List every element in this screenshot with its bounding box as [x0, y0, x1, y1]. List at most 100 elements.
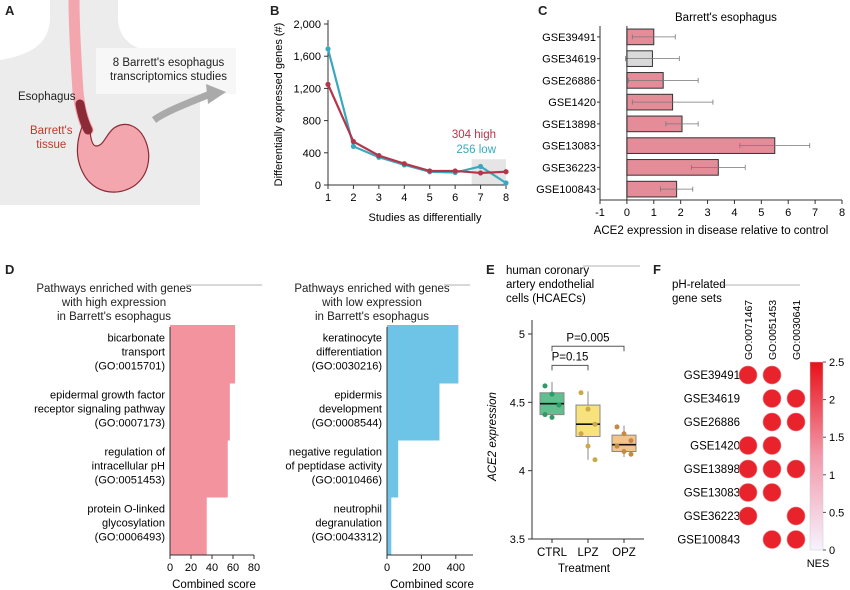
- title-line1: human coronary: [506, 265, 589, 277]
- category-label: bicarbonate: [108, 333, 166, 345]
- category-label: (GO:0015701): [95, 361, 165, 373]
- category-label: GSE13083: [542, 141, 596, 153]
- category-label: (GO:0043312): [312, 532, 382, 544]
- nes-dot: [738, 459, 758, 479]
- arrow-head-icon: [206, 84, 226, 104]
- column-label: GO:0030641: [791, 300, 803, 360]
- bar: [170, 494, 207, 555]
- data-point: [401, 161, 407, 167]
- data-point: [614, 443, 620, 449]
- title-line2: artery endothelial: [506, 279, 594, 291]
- category-label: (GO:0006493): [95, 532, 165, 544]
- x-tick-label: 0: [384, 562, 390, 574]
- colorbar-tick-label: 2: [829, 395, 835, 407]
- row-label: GSE39491: [684, 370, 740, 382]
- nes-dot: [786, 459, 806, 479]
- colorbar-tick-label: 0.5: [829, 507, 844, 519]
- legend-high: 304 high: [452, 129, 496, 141]
- data-point: [325, 81, 331, 87]
- stomach: [76, 120, 150, 193]
- data-point: [592, 421, 598, 427]
- colorbar-tick-label: 1.5: [829, 432, 844, 444]
- x-tick-label: 1: [651, 207, 657, 219]
- x-tick-label: 0: [167, 562, 173, 574]
- body-silhouette: [0, 0, 200, 205]
- x-tick-label: 5: [427, 192, 433, 204]
- bar: [387, 437, 399, 498]
- category-label: GSE13898: [542, 119, 596, 131]
- category-label: negative regulation: [289, 447, 382, 459]
- category-label: of peptidase activity: [285, 461, 382, 473]
- y-tick-label: 800: [303, 116, 321, 128]
- row-label: GSE100843: [677, 535, 740, 547]
- d-left-title: Pathways enriched with genes with high e…: [14, 282, 214, 324]
- study-box-line1: 8 Barrett's esophagus: [112, 57, 225, 69]
- category-label: epidermis: [334, 390, 382, 402]
- data-point: [350, 143, 357, 149]
- x-tick-label: 5: [758, 207, 764, 219]
- y-axis-label: Differentially expressed genes (#): [273, 23, 285, 187]
- tissue-label-line1: Barrett's: [30, 125, 73, 137]
- nes-dot: [762, 365, 782, 385]
- nes-dot: [762, 459, 782, 479]
- y-tick-label: 2,000: [293, 19, 321, 31]
- y-tick-label: 4: [519, 466, 525, 478]
- x-tick-label: 4: [731, 207, 737, 219]
- d-left-title-line2: with high expression: [61, 297, 167, 309]
- nes-dot: [738, 483, 758, 502]
- x-tick-label: 1: [325, 192, 331, 204]
- barretts-tissue-mark: [75, 99, 93, 135]
- y-tick-label: 1,600: [293, 51, 321, 63]
- category-label: protein O-linked: [87, 504, 165, 516]
- title-line1: pH-related: [672, 279, 726, 291]
- panel-c-label: C: [538, 3, 548, 18]
- data-point: [585, 443, 591, 449]
- nes-dot: [762, 412, 782, 432]
- box: [575, 404, 601, 437]
- colorbar: [809, 361, 824, 551]
- data-point: [452, 168, 458, 174]
- x-tick-label: 2: [678, 207, 684, 219]
- heatmap-f: pH-related gene sets GO:0071467 GO:0051453 G…: [672, 279, 844, 570]
- x-tick-label: 200: [412, 562, 430, 574]
- y-tick-label: 400: [303, 148, 321, 160]
- category-label: (GO:0030216): [312, 361, 382, 373]
- category-label: (GO:0007173): [95, 418, 165, 430]
- category-label: GSE34619: [542, 54, 596, 66]
- x-axis-label-line1: ACE2 expression in disease relative to c…: [594, 225, 829, 237]
- x-tick-label: 3: [376, 192, 382, 204]
- x-axis-label-line1: Studies as differentially: [369, 212, 482, 224]
- anatomy-illustration: [0, 0, 236, 205]
- category-label: GSE39491: [542, 32, 596, 44]
- bar-chart-c: Barrett's esophagus GSE39491 GSE34619 GSE26…: [536, 12, 845, 237]
- x-tick-label: 2: [350, 192, 356, 204]
- line-chart-b: 0 400 800 1,200 1,600 2,000 1 2 3 4 5 6 7 8 Differenti…: [273, 19, 509, 224]
- nes-dot: [762, 436, 782, 455]
- x-tick-label: 7: [478, 192, 484, 204]
- data-point: [592, 457, 598, 463]
- data-point: [614, 424, 620, 430]
- category-label: glycosylation: [102, 518, 165, 530]
- row-label: GSE26886: [684, 417, 740, 429]
- series-line: [326, 83, 507, 175]
- colorbar-tick-label: 0: [829, 545, 835, 557]
- x-tick-label: 60: [227, 562, 239, 574]
- bar-chart-d-low: keratinocyte differentiation (GO:0030216) e…: [285, 325, 474, 590]
- row-label: GSE36223: [684, 511, 740, 523]
- bar: [170, 325, 236, 384]
- d-right-title-line1: Pathways enriched with genes: [294, 283, 450, 295]
- colorbar-tick-label: 2.5: [829, 357, 844, 369]
- category-label: epidermal growth factor: [50, 390, 165, 402]
- arrow-icon: [151, 90, 212, 123]
- data-point: [578, 390, 584, 396]
- y-tick-label: 1,200: [293, 83, 321, 95]
- panel-e-label: E: [486, 262, 495, 277]
- data-point: [621, 431, 627, 437]
- bar: [387, 380, 440, 441]
- study-box-line2: transcriptomics studies: [110, 71, 227, 83]
- y-tick-label: 0: [315, 180, 321, 192]
- nes-dot: [786, 389, 806, 408]
- nes-dot: [786, 506, 806, 526]
- y-axis-label: ACE2 expression: [487, 392, 499, 482]
- row-label: GSE34619: [684, 394, 740, 406]
